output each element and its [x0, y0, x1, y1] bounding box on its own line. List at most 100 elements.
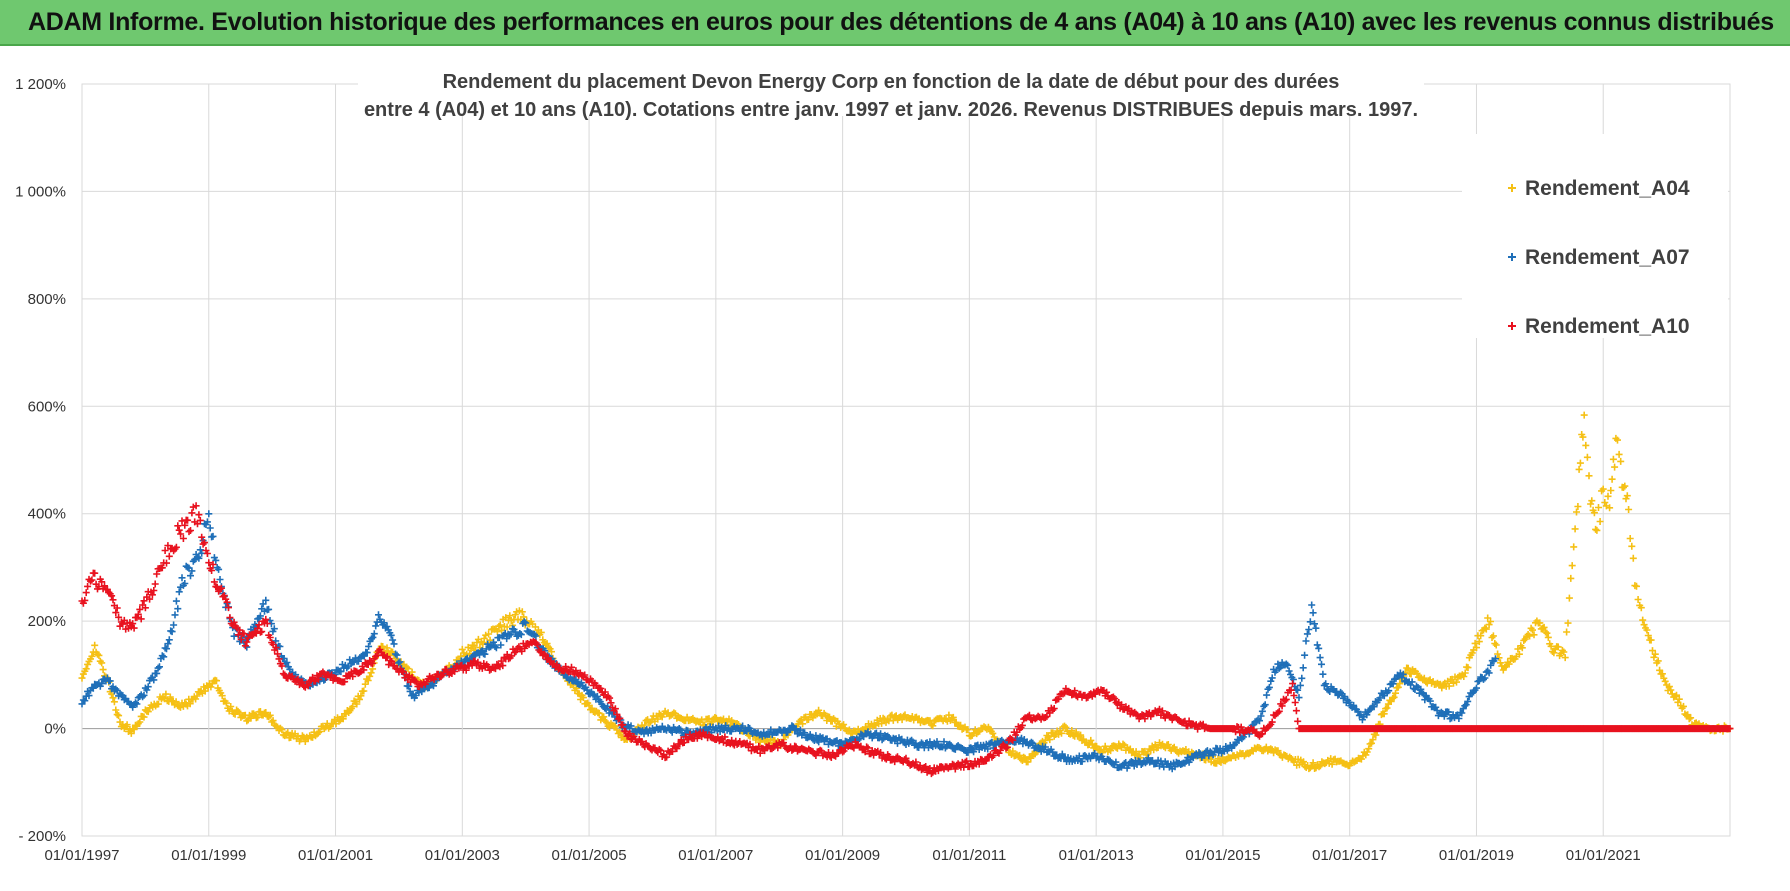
data-point — [792, 725, 800, 733]
data-point — [1171, 763, 1179, 771]
data-point — [206, 524, 214, 532]
data-point — [234, 707, 242, 715]
data-point — [984, 745, 992, 753]
data-point — [1309, 759, 1317, 767]
data-point — [1257, 712, 1265, 720]
data-point — [1370, 703, 1378, 711]
data-point — [262, 709, 270, 716]
data-point — [237, 636, 245, 643]
data-point — [940, 738, 948, 746]
series-layer — [78, 411, 1734, 778]
data-point — [655, 745, 663, 753]
data-point — [216, 576, 224, 583]
data-point — [1380, 710, 1388, 718]
y-tick-label: 1 200% — [15, 76, 66, 93]
data-point — [1306, 618, 1314, 626]
data-point — [1376, 694, 1384, 702]
data-point — [1389, 680, 1397, 688]
data-point — [366, 672, 374, 680]
data-point — [392, 650, 399, 658]
data-point — [165, 636, 173, 644]
data-point — [1209, 751, 1217, 759]
data-point — [1299, 664, 1307, 672]
data-point — [891, 758, 899, 766]
data-point — [178, 574, 186, 582]
data-point — [606, 694, 614, 702]
data-point — [269, 717, 277, 725]
data-point — [1606, 504, 1614, 512]
data-point — [1665, 683, 1673, 691]
data-point — [192, 502, 200, 510]
data-point — [1420, 674, 1428, 682]
data-point — [1185, 717, 1193, 725]
data-point — [503, 623, 511, 631]
data-point — [1029, 739, 1037, 747]
data-point — [579, 694, 587, 702]
data-point — [1462, 701, 1470, 709]
data-point — [1112, 758, 1120, 766]
data-point — [363, 649, 371, 657]
data-point — [227, 703, 235, 710]
data-point — [272, 722, 280, 730]
series-Rendement_A07 — [78, 510, 1499, 773]
data-point — [1651, 650, 1659, 658]
data-point — [163, 559, 170, 567]
data-point — [101, 582, 108, 590]
data-point — [1593, 526, 1601, 534]
data-point — [1301, 651, 1309, 659]
data-point — [380, 619, 388, 627]
data-point — [113, 604, 121, 612]
data-point — [1050, 705, 1058, 712]
data-point — [1309, 609, 1317, 617]
data-point — [1608, 475, 1616, 483]
page-title: ADAM Informe. Evolution historique des p… — [28, 8, 1774, 36]
data-point — [1580, 411, 1588, 419]
data-point — [284, 729, 292, 737]
data-point — [1623, 492, 1631, 500]
data-point — [1322, 680, 1330, 688]
data-point — [1118, 701, 1125, 709]
data-point — [143, 686, 151, 694]
data-point — [134, 610, 142, 618]
data-point — [1404, 664, 1412, 672]
data-point — [1337, 688, 1345, 696]
data-point — [506, 612, 514, 620]
data-point — [1256, 717, 1263, 725]
data-point — [294, 675, 302, 683]
data-point — [364, 677, 372, 684]
data-point — [805, 716, 812, 723]
data-point — [1495, 654, 1503, 662]
data-point — [1268, 674, 1276, 682]
data-point — [532, 632, 540, 640]
data-point — [276, 643, 284, 650]
data-point — [263, 620, 271, 627]
data-point — [177, 530, 185, 538]
data-point — [970, 748, 978, 756]
data-point — [199, 540, 207, 548]
data-point — [85, 692, 93, 700]
data-point — [413, 678, 420, 686]
data-point — [425, 684, 433, 692]
chart-title-background — [358, 72, 1424, 116]
data-point — [951, 765, 959, 773]
data-point — [1544, 633, 1552, 641]
data-point — [210, 578, 218, 586]
data-point — [358, 662, 366, 670]
data-point — [1596, 518, 1604, 525]
data-point — [1649, 647, 1656, 655]
data-point — [195, 511, 203, 519]
data-point — [115, 712, 123, 720]
data-point — [98, 578, 106, 586]
data-point — [215, 565, 223, 573]
data-point — [175, 526, 183, 534]
data-point — [155, 700, 162, 708]
data-point — [203, 550, 211, 557]
data-point — [1041, 743, 1049, 751]
data-point — [1625, 506, 1633, 513]
data-point — [1302, 637, 1310, 645]
data-point — [186, 700, 194, 708]
data-point — [1282, 660, 1290, 668]
data-point — [588, 704, 596, 712]
data-point — [884, 716, 891, 724]
data-point — [136, 718, 144, 726]
